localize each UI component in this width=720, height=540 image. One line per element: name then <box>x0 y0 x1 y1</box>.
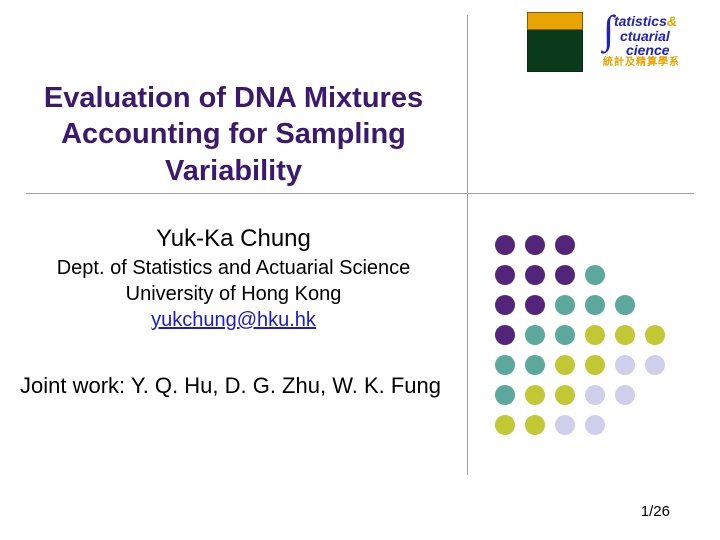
decorative-dot <box>555 355 575 375</box>
title-line-1: Evaluation of DNA Mixtures <box>10 80 457 116</box>
decorative-dot <box>585 355 605 375</box>
decorative-dot <box>615 235 635 255</box>
author-dept: Dept. of Statistics and Actuarial Scienc… <box>0 257 467 280</box>
decorative-dot <box>615 265 635 285</box>
slide-title: Evaluation of DNA Mixtures Accounting fo… <box>0 80 467 189</box>
decorative-dot <box>495 385 515 405</box>
decorative-dot <box>585 265 605 285</box>
decorative-dot-grid <box>492 232 668 438</box>
joint-work-text: Joint work: Y. Q. Hu, D. G. Zhu, W. K. F… <box>20 373 467 399</box>
decorative-dot <box>615 415 635 435</box>
logo-text-actuarial: ctuarial <box>620 29 677 44</box>
horizontal-divider <box>26 193 694 194</box>
decorative-dot <box>495 325 515 345</box>
hku-crest-logo <box>527 12 583 72</box>
decorative-dot <box>555 265 575 285</box>
decorative-dot <box>585 235 605 255</box>
decorative-dot <box>645 355 665 375</box>
decorative-dot <box>525 385 545 405</box>
decorative-dot <box>585 325 605 345</box>
decorative-dot <box>615 295 635 315</box>
statistics-dept-logo: ∫ tatistics& ctuarial cience 統計及精算學系 <box>603 12 680 69</box>
author-email: yukchung@hku.hk <box>0 309 467 332</box>
decorative-dot <box>495 415 515 435</box>
decorative-dot <box>615 355 635 375</box>
decorative-dot <box>585 385 605 405</box>
decorative-dot <box>645 265 665 285</box>
decorative-dot <box>525 325 545 345</box>
author-name: Yuk-Ka Chung <box>0 225 467 253</box>
decorative-dot <box>495 265 515 285</box>
decorative-dot <box>525 265 545 285</box>
author-block: Yuk-Ka Chung Dept. of Statistics and Act… <box>0 225 467 332</box>
decorative-dot <box>645 235 665 255</box>
decorative-dot <box>645 325 665 345</box>
logo-text-amp: & <box>667 13 677 29</box>
decorative-dot <box>525 355 545 375</box>
page-number: 1/26 <box>641 503 670 520</box>
decorative-dot <box>615 325 635 345</box>
decorative-dot <box>555 325 575 345</box>
decorative-dot <box>645 385 665 405</box>
decorative-dot <box>525 295 545 315</box>
logo-text-statistics: tatistics <box>614 13 667 29</box>
title-line-2: Accounting for Sampling Variability <box>10 116 457 189</box>
decorative-dot <box>525 415 545 435</box>
decorative-dot <box>495 295 515 315</box>
vertical-divider <box>467 15 468 475</box>
decorative-dot <box>615 385 635 405</box>
decorative-dot <box>525 235 545 255</box>
logo-text-science: cience <box>626 43 677 58</box>
decorative-dot <box>555 295 575 315</box>
decorative-dot <box>495 355 515 375</box>
decorative-dot <box>585 415 605 435</box>
decorative-dot <box>555 235 575 255</box>
decorative-dot <box>585 295 605 315</box>
decorative-dot <box>495 235 515 255</box>
decorative-dot <box>555 385 575 405</box>
decorative-dot <box>555 415 575 435</box>
decorative-dot <box>645 295 665 315</box>
logo-text-chinese: 統計及精算學系 <box>603 58 680 69</box>
author-university: University of Hong Kong <box>0 283 467 306</box>
decorative-dot <box>645 415 665 435</box>
